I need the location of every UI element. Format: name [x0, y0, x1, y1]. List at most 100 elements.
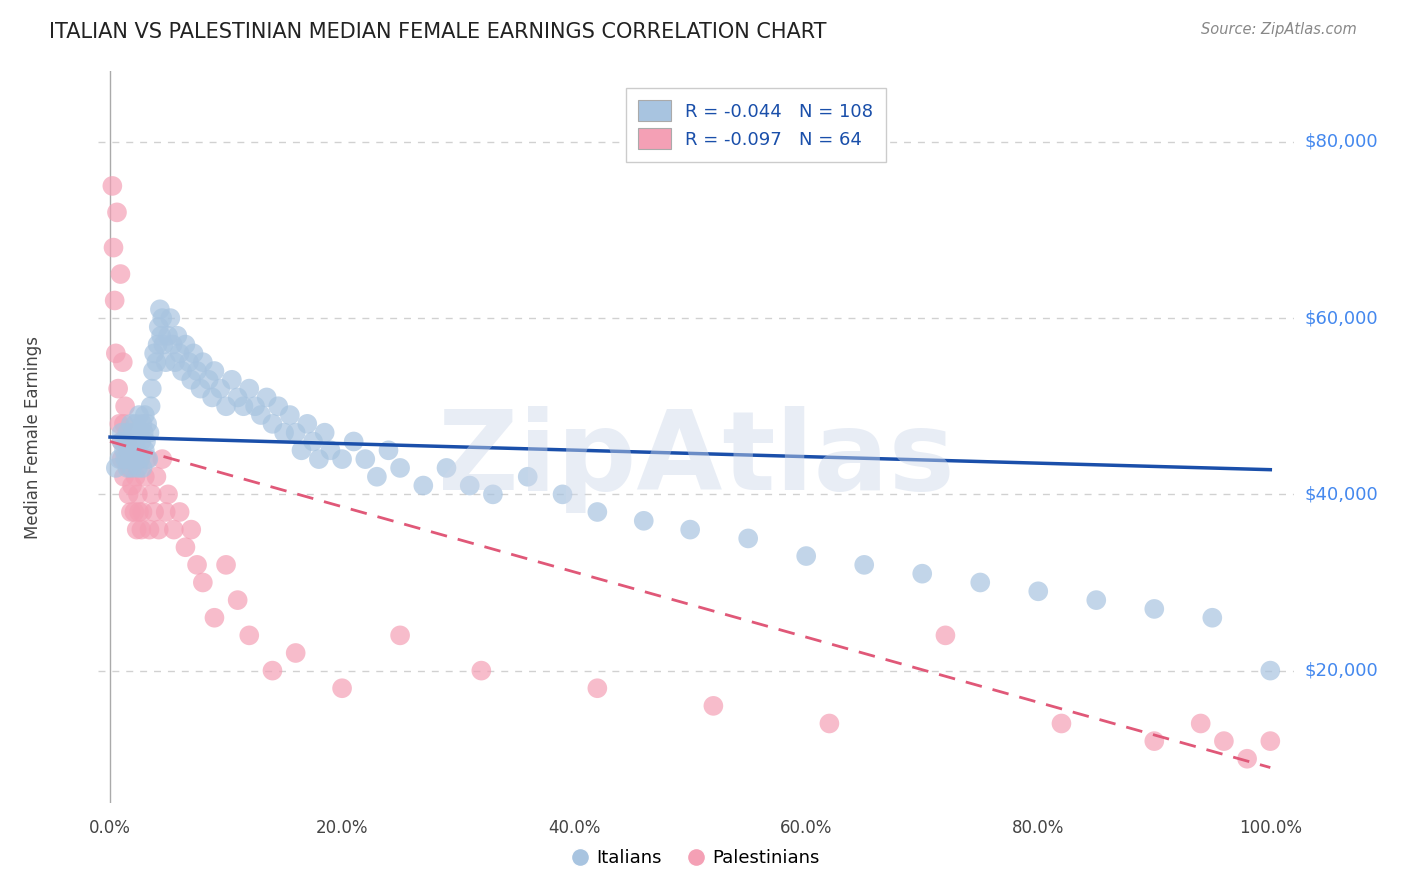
Point [197, 373, 219, 387]
Point [470, 664, 492, 678]
Point [204, 611, 226, 625]
Point [169, 505, 191, 519]
Point [118, 461, 141, 475]
Point [112, 417, 135, 431]
Point [122, 452, 145, 467]
Point [1236, 752, 1258, 766]
Point [1189, 716, 1212, 731]
Point [131, 434, 153, 449]
Point [267, 399, 290, 413]
Point [190, 382, 212, 396]
Point [114, 452, 136, 467]
Point [389, 628, 412, 642]
Point [127, 487, 149, 501]
Point [586, 681, 609, 696]
Point [136, 452, 159, 467]
Point [117, 461, 139, 475]
Point [174, 337, 197, 351]
Point [110, 267, 132, 281]
Point [129, 452, 152, 467]
Point [204, 364, 226, 378]
Point [124, 452, 146, 467]
Point [101, 178, 124, 193]
Point [1258, 664, 1281, 678]
Point [117, 434, 139, 449]
Point [702, 698, 724, 713]
Point [122, 443, 145, 458]
Point [482, 487, 505, 501]
Point [226, 593, 249, 607]
Point [794, 549, 817, 563]
Point [124, 505, 146, 519]
Point [183, 346, 205, 360]
Point [112, 443, 135, 458]
Point [159, 311, 181, 326]
Point [226, 391, 249, 405]
Point [319, 443, 342, 458]
Point [238, 382, 260, 396]
Point [150, 328, 173, 343]
Point [366, 469, 388, 483]
Point [148, 523, 170, 537]
Legend: Italians, Palestinians: Italians, Palestinians [565, 842, 827, 874]
Point [127, 461, 149, 475]
Point [108, 417, 131, 431]
Point [108, 452, 131, 467]
Point [1085, 593, 1108, 607]
Point [389, 461, 412, 475]
Point [250, 408, 273, 422]
Point [262, 664, 284, 678]
Point [121, 478, 143, 492]
Text: ZipAtlas: ZipAtlas [437, 406, 955, 513]
Point [111, 425, 134, 440]
Point [163, 355, 186, 369]
Point [1050, 716, 1073, 731]
Point [186, 558, 208, 572]
Point [150, 311, 173, 326]
Text: ITALIAN VS PALESTINIAN MEDIAN FEMALE EARNINGS CORRELATION CHART: ITALIAN VS PALESTINIAN MEDIAN FEMALE EAR… [49, 22, 827, 42]
Point [111, 434, 134, 449]
Point [1026, 584, 1049, 599]
Point [149, 302, 172, 317]
Point [134, 443, 156, 458]
Point [1201, 611, 1223, 625]
Point [124, 469, 146, 483]
Text: $20,000: $20,000 [1305, 662, 1378, 680]
Point [232, 399, 254, 413]
Point [128, 425, 150, 440]
Point [209, 382, 232, 396]
Point [157, 328, 180, 343]
Point [633, 514, 655, 528]
Point [314, 425, 336, 440]
Point [150, 452, 173, 467]
Point [115, 452, 138, 467]
Point [436, 461, 458, 475]
Point [302, 434, 325, 449]
Point [131, 523, 153, 537]
Point [145, 469, 167, 483]
Point [458, 478, 481, 492]
Point [934, 628, 956, 642]
Point [120, 434, 142, 449]
Point [215, 558, 238, 572]
Point [148, 320, 170, 334]
Point [308, 452, 330, 467]
Point [155, 355, 177, 369]
Point [163, 523, 186, 537]
Point [180, 373, 202, 387]
Point [111, 355, 134, 369]
Text: $40,000: $40,000 [1305, 485, 1378, 503]
Point [136, 417, 159, 431]
Point [138, 523, 160, 537]
Point [330, 452, 353, 467]
Point [104, 346, 127, 360]
Point [169, 346, 191, 360]
Point [134, 408, 156, 422]
Point [105, 205, 128, 219]
Point [111, 434, 134, 449]
Point [136, 452, 159, 467]
Point [125, 443, 148, 458]
Point [290, 443, 312, 458]
Point [157, 487, 180, 501]
Point [143, 505, 166, 519]
